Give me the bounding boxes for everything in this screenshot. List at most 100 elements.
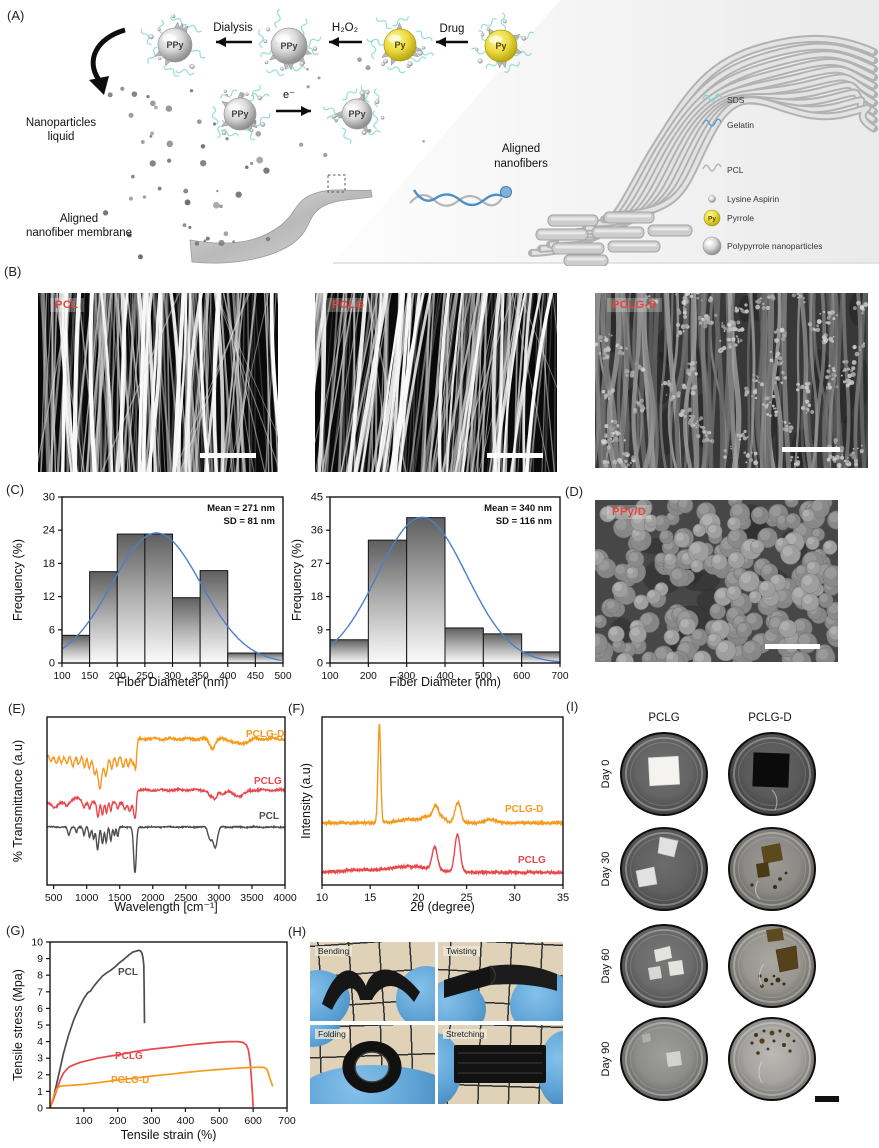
y-axis-label: Intensity (a.u) xyxy=(300,763,313,839)
petri-dish-pclg-d-day-30 xyxy=(728,827,816,911)
arrow-icon xyxy=(276,106,311,116)
tensile-curve-PCLG-D xyxy=(49,1066,274,1109)
photo-label: Twisting xyxy=(443,946,480,956)
photo-label: Folding xyxy=(315,1029,349,1039)
x-tick-label: 20 xyxy=(412,892,424,904)
y-tick-label: 7 xyxy=(37,986,43,998)
legend-label: Lysine Aspirin xyxy=(727,194,779,204)
x-tick-label: 300 xyxy=(164,671,181,682)
ftir-spectra-chart: PCL PCLG PCLG-D 500 1000 1500 2000 2500 3000 3500… xyxy=(11,716,297,914)
twisted-fiber-icon xyxy=(409,186,512,207)
series-label: PCLG xyxy=(254,776,282,787)
x-tick-label: 400 xyxy=(177,1115,195,1127)
y-tick-label: 9 xyxy=(317,624,323,636)
y-tick-label: 27 xyxy=(311,558,323,570)
x-tick-label: 450 xyxy=(247,671,264,682)
day-label: Day 0 xyxy=(600,759,612,789)
photo-folding: Folding xyxy=(310,1025,435,1104)
x-tick-label: 35 xyxy=(557,892,569,904)
panel-label-b: (B) xyxy=(4,264,22,279)
legend-label: Polypyrrole nanoparticles xyxy=(727,241,822,251)
x-axis-label: Tensile strain (%) xyxy=(121,1128,217,1142)
sd-annotation: SD = 81 nm xyxy=(224,516,275,527)
histogram-pcl-fiber-diameter: 100 150 200 250 300 350 400 450 500 0 6 12 18 24 30 Fib… xyxy=(11,492,292,690)
synthesis-schematic: PPy PPy Py Py PPy PPy Dialysis H₂O₂ Drug e⁻ Nanopa… xyxy=(26,0,879,266)
y-tick-label: 0 xyxy=(37,1103,43,1115)
y-tick-label: 9 xyxy=(37,953,43,965)
x-tick-label: 100 xyxy=(54,671,71,682)
mean-annotation: Mean = 340 nm xyxy=(484,503,552,514)
scale-bar xyxy=(815,1096,839,1102)
sphere-label: PPy xyxy=(166,40,183,50)
x-tick-label: 200 xyxy=(360,671,377,682)
y-tick-label: 5 xyxy=(37,1020,43,1032)
series-label: PCL xyxy=(259,811,279,822)
nanofiber-membrane-sheet xyxy=(189,174,373,264)
panel-label-i: (I) xyxy=(566,699,579,714)
x-tick-label: 150 xyxy=(81,671,98,682)
dialysis-label: Dialysis xyxy=(213,22,253,34)
legend-item-pyrrole: Py Pyrrole xyxy=(703,209,754,227)
x-tick-label: 400 xyxy=(437,671,454,682)
y-axis-label: Frequency (%) xyxy=(290,539,304,621)
x-tick-label: 500 xyxy=(211,1115,229,1127)
histogram-bar xyxy=(329,639,369,664)
legend-label: Gelatin xyxy=(727,120,754,130)
sem-label-ppyd: PPy/D xyxy=(607,505,652,519)
aligned-nanofibers-caption: Aligned xyxy=(502,143,540,155)
histogram-bar xyxy=(444,627,484,664)
panel-label-a: (A) xyxy=(7,8,25,23)
series-label: PCLG-D xyxy=(505,804,543,815)
legend-label: Pyrrole xyxy=(727,213,754,223)
petri-dish-pclg-day-30 xyxy=(620,827,708,911)
series-label: PCLG xyxy=(518,855,546,866)
x-tick-label: 100 xyxy=(75,1115,93,1127)
x-tick-label: 100 xyxy=(322,671,339,682)
x-tick-label: 3000 xyxy=(207,892,231,904)
tensile-curve-PCLG xyxy=(49,1040,254,1109)
y-axis-label: Tensile stress (Mpa) xyxy=(11,969,25,1081)
histogram-bar xyxy=(227,652,256,664)
nanoparticles-liquid-caption: Nanoparticles xyxy=(26,117,97,129)
y-tick-label: 30 xyxy=(43,492,55,504)
petri-dish-pclg-d-day-0 xyxy=(728,732,816,816)
dish-content xyxy=(750,843,788,900)
y-tick-label: 10 xyxy=(31,937,43,949)
legend-item-sds: SDS xyxy=(702,93,745,105)
x-tick-label: 500 xyxy=(275,671,292,682)
aligned-membrane-caption: Aligned xyxy=(60,213,98,225)
sphere-label: Py xyxy=(495,41,506,51)
y-axis-label: % Transmittance (a.u) xyxy=(11,740,25,862)
x-axis-label: Wavelength [cm⁻¹] xyxy=(114,900,217,914)
xrd-curve-PCLG-D xyxy=(321,723,564,827)
y-tick-label: 1 xyxy=(37,1086,43,1098)
tensile-curve-PCL xyxy=(49,949,146,1109)
histogram-bar xyxy=(144,533,173,664)
legend-item-polypyrrole-nanoparticles: Polypyrrole nanoparticles xyxy=(702,236,822,256)
ppy-nanoparticle-icon: PPy xyxy=(322,85,385,145)
pyrrole-sphere-icon: Py xyxy=(703,209,721,227)
histogram-bar xyxy=(89,571,118,664)
x-tick-label: 200 xyxy=(109,671,126,682)
petri-dish-pclg-day-90 xyxy=(620,1017,708,1101)
ftir-curve-PCLG-D xyxy=(46,734,286,791)
panel-label-h: (H) xyxy=(288,924,307,939)
arrow-icon xyxy=(216,37,252,47)
svg-text:Py: Py xyxy=(708,216,716,223)
x-axis-label: 2θ (degree) xyxy=(410,900,475,914)
x-tick-label: 500 xyxy=(45,892,63,904)
x-tick-label: 300 xyxy=(143,1115,161,1127)
x-tick-label: 350 xyxy=(192,671,209,682)
sphere-label: PPy xyxy=(348,109,365,119)
x-tick-label: 400 xyxy=(219,671,236,682)
nanoparticles-liquid-caption: liquid xyxy=(48,131,75,143)
x-axis-label: Fiber Diameter (nm) xyxy=(117,675,229,689)
pcl-squiggle-icon xyxy=(702,163,722,172)
dish-content xyxy=(758,928,799,988)
polypyrrole-sphere-icon xyxy=(702,236,722,256)
sem-label-pcl: PCL xyxy=(50,298,84,312)
x-tick-label: 1500 xyxy=(108,892,132,904)
y-tick-label: 18 xyxy=(311,591,323,603)
series-label: PCLG-D xyxy=(246,729,284,740)
